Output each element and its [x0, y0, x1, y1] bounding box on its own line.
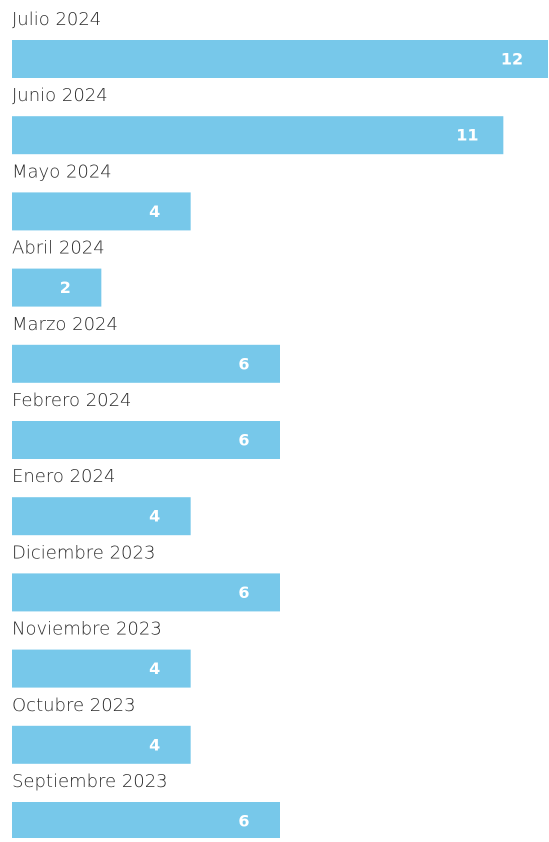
value-label: 4	[149, 507, 160, 526]
bar	[12, 192, 191, 231]
value-label: 6	[238, 583, 249, 602]
bar	[12, 116, 504, 155]
bar	[12, 573, 280, 612]
value-label: 12	[501, 50, 523, 69]
bar	[12, 40, 548, 78]
bar	[12, 649, 191, 688]
category-label: Septiembre 2023	[12, 771, 168, 792]
category-label: Octubre 2023	[12, 695, 136, 716]
category-label: Mayo 2024	[12, 161, 112, 182]
value-label: 4	[149, 735, 160, 754]
bar	[12, 344, 280, 383]
value-label: 4	[149, 202, 160, 221]
bar	[12, 725, 191, 764]
bar	[12, 268, 102, 307]
value-label: 2	[60, 278, 71, 297]
category-label: Julio 2024	[12, 9, 101, 30]
category-label: Junio 2024	[12, 85, 108, 106]
category-label: Noviembre 2023	[12, 619, 162, 640]
category-label: Febrero 2024	[12, 390, 132, 411]
bar	[12, 421, 280, 459]
value-label: 6	[238, 812, 249, 831]
value-label: 6	[238, 354, 249, 373]
category-label: Diciembre 2023	[12, 542, 155, 563]
category-label: Enero 2024	[12, 466, 115, 487]
value-label: 4	[149, 659, 160, 678]
value-label: 6	[238, 431, 249, 450]
bar	[12, 497, 191, 536]
value-label: 11	[456, 126, 478, 145]
bar	[12, 802, 280, 840]
category-label: Abril 2024	[12, 238, 105, 259]
category-label: Marzo 2024	[12, 314, 118, 335]
